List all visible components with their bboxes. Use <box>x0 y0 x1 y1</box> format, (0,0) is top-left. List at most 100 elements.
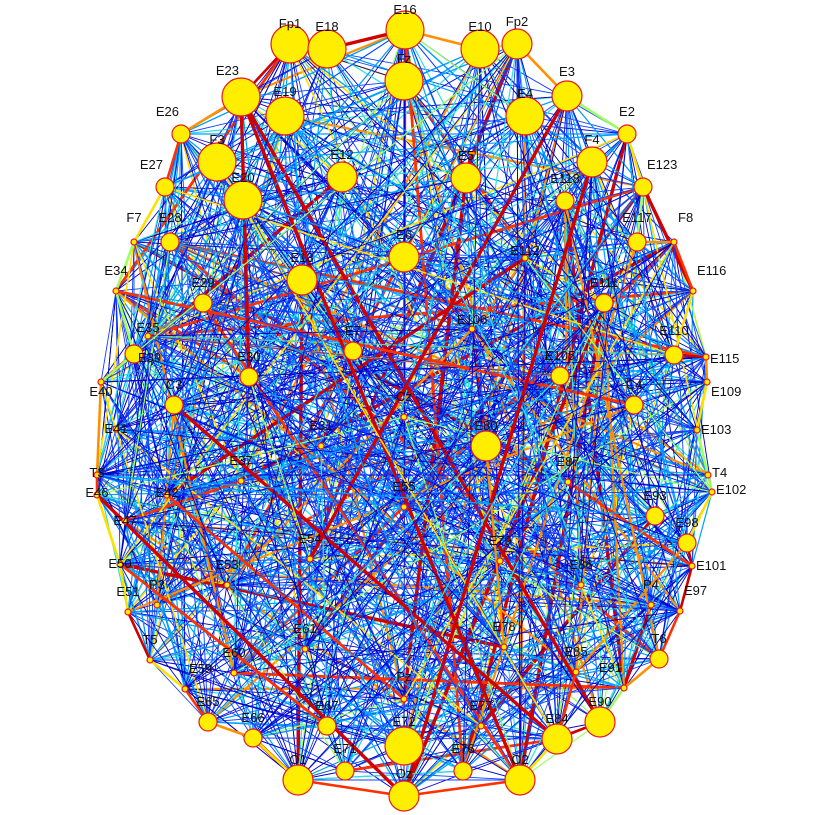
electrode-node-e2 <box>617 124 637 144</box>
electrode-node-e117 <box>627 232 647 252</box>
electrode-label-cz: Cz <box>396 389 412 404</box>
connection-edge <box>115 428 306 650</box>
electrode-label-e41: E41 <box>104 421 127 436</box>
electrode-label-e18: E18 <box>315 19 338 34</box>
connection-edge <box>115 290 299 781</box>
electrode-label-e42: E42 <box>155 485 178 500</box>
connection-edge <box>566 95 644 188</box>
electrode-node-f3 <box>197 142 237 182</box>
connection-edge <box>484 444 506 649</box>
connection-edge <box>147 335 482 727</box>
electrode-node-e41 <box>112 425 120 433</box>
connection-edge <box>156 604 299 781</box>
connection-edge <box>309 558 505 648</box>
electrode-node-e47 <box>121 517 129 525</box>
connection-edge <box>403 186 644 508</box>
connection-edge <box>133 29 406 355</box>
electrode-node-e20 <box>223 180 263 220</box>
electrode-label-e86: E86 <box>569 557 592 572</box>
electrode-label-e59: E59 <box>189 661 212 676</box>
connection-edge <box>216 133 628 163</box>
connection-edge <box>184 688 405 700</box>
electrode-node-e16 <box>385 10 425 50</box>
electrode-label-pz: Pz <box>396 669 411 684</box>
electrode-node-e86 <box>577 581 585 589</box>
connection-edge <box>326 48 561 377</box>
connection-edge <box>320 95 568 447</box>
electrode-node-o1 <box>282 764 314 796</box>
connection-edge <box>308 94 569 561</box>
electrode-node-e28 <box>160 232 180 252</box>
connection-edge <box>127 480 242 613</box>
connection-edge <box>115 199 244 430</box>
connection-edge <box>96 95 568 496</box>
connection-edge <box>326 354 675 727</box>
electrode-label-e19: E19 <box>273 84 296 99</box>
electrode-node-c4 <box>624 395 644 415</box>
connection-edge <box>248 376 311 560</box>
electrode-label-e2: E2 <box>619 104 635 119</box>
electrode-node-e78 <box>500 643 508 651</box>
connection-edge <box>184 688 482 727</box>
connection-edge <box>462 200 566 772</box>
electrode-node-e97 <box>676 607 684 615</box>
connection-edge <box>524 115 709 476</box>
connection-edge <box>115 115 286 292</box>
connection-edge <box>239 95 602 724</box>
perimeter-edge <box>672 240 695 293</box>
electrode-label-e60: E60 <box>222 645 245 660</box>
electrode-node-e118 <box>555 191 575 211</box>
electrode-node-e34 <box>112 287 120 295</box>
connection-edge <box>202 302 660 660</box>
connection-edge <box>184 688 405 747</box>
electrode-node-e55 <box>400 503 408 511</box>
connection-edge <box>233 376 250 674</box>
connection-edge <box>519 604 652 781</box>
electrode-label-e79: E79 <box>488 533 511 548</box>
connection-edge <box>479 48 482 727</box>
connection-edge <box>115 290 713 493</box>
electrode-node-e31 <box>317 442 325 450</box>
connection-edge <box>404 29 694 292</box>
label-layer: Fp1 E18 E16 E10 Fp2 E23 Fz E3 E19 E4 E26 E2 F3 F4 E12 E… <box>85 2 746 781</box>
connection-edge <box>309 445 322 560</box>
connection-edge <box>344 381 708 772</box>
electrode-node-e85 <box>572 668 580 676</box>
electrode-node-f7 <box>130 238 138 246</box>
connection-edge <box>626 133 681 612</box>
connection-edge <box>402 301 606 798</box>
connection-edge <box>240 80 405 482</box>
connection-edge <box>233 176 343 674</box>
electrode-label-e47: E47 <box>113 513 136 528</box>
connection-edge <box>180 133 311 560</box>
connection-edge <box>233 672 464 772</box>
electrode-node-e105 <box>550 366 570 386</box>
electrode-label-f8: F8 <box>678 210 693 225</box>
connection-edge <box>404 29 467 179</box>
electrode-node-e79 <box>496 557 504 565</box>
connection-edge <box>115 290 694 430</box>
electrode-label-e97: E97 <box>684 583 707 598</box>
connection-edge <box>301 43 518 281</box>
connection-edge <box>403 80 561 377</box>
connection-edge <box>147 335 675 356</box>
connection-edge <box>252 29 406 739</box>
electrode-node-oz <box>388 780 420 812</box>
connection-edge <box>304 161 593 650</box>
connection-edge <box>567 161 593 483</box>
connection-edge <box>403 416 713 493</box>
connection-edge <box>226 48 481 586</box>
electrode-node-e93 <box>645 506 665 526</box>
electrode-node-e76 <box>453 761 473 781</box>
connection-edge <box>149 659 328 727</box>
connection-edge <box>252 604 652 739</box>
connection-edge <box>403 354 675 508</box>
connection-edge <box>169 177 467 243</box>
connection-edge <box>320 445 328 727</box>
electrode-label-e26: E26 <box>156 104 179 119</box>
perimeter-edge <box>114 289 136 356</box>
electrode-node-e101 <box>688 562 696 570</box>
connection-edge <box>169 241 675 356</box>
electrode-label-e91: E91 <box>599 660 622 675</box>
connection-edge <box>169 241 482 727</box>
